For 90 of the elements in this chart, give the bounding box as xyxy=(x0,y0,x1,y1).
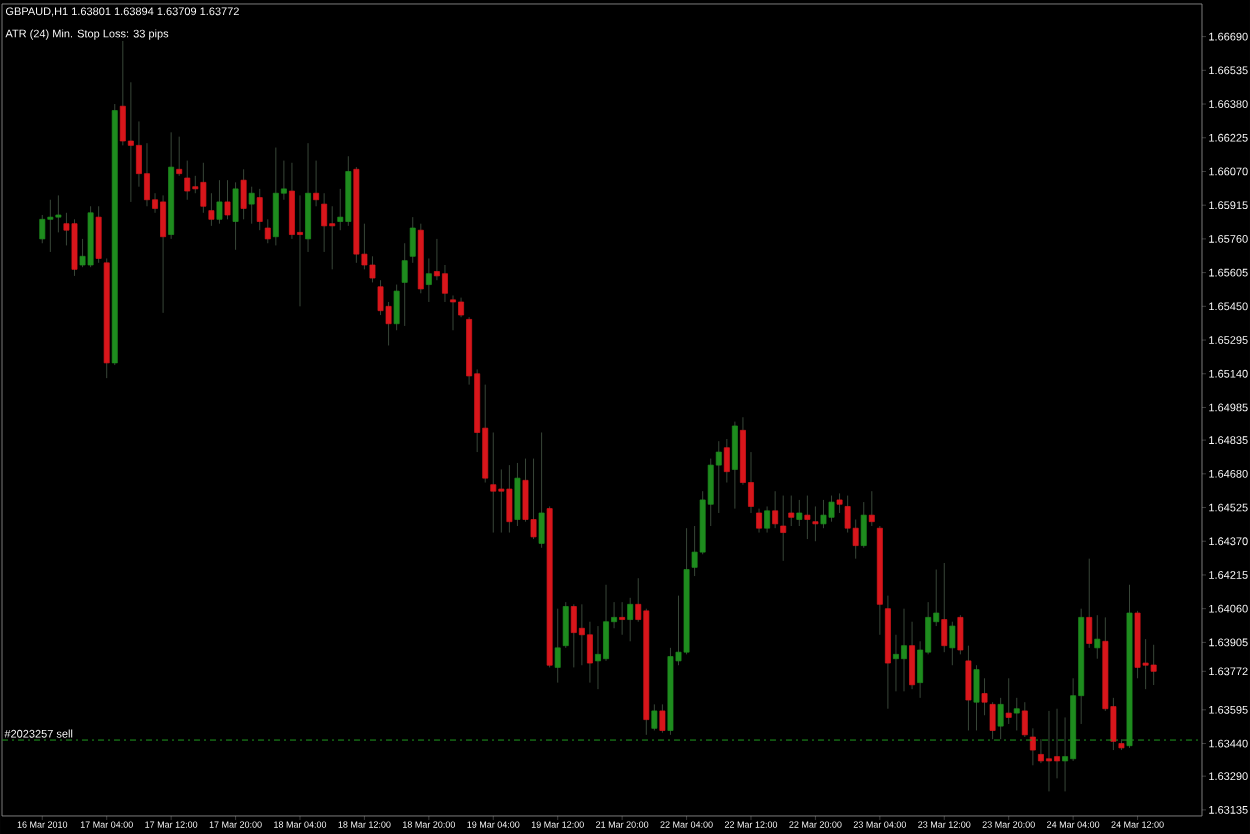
candlestick xyxy=(514,462,521,527)
candlestick xyxy=(256,188,263,231)
candlestick xyxy=(989,701,996,740)
candlestick xyxy=(756,508,762,533)
candlestick xyxy=(200,162,207,214)
candlestick xyxy=(71,218,78,277)
candlestick xyxy=(458,297,464,318)
candlestick xyxy=(578,603,585,666)
candlestick xyxy=(812,506,819,542)
candlestick xyxy=(997,697,1004,740)
candlestick xyxy=(764,506,771,533)
candlestick xyxy=(95,205,102,264)
candlestick xyxy=(868,490,875,527)
candlestick xyxy=(305,142,311,253)
candlestick xyxy=(804,495,811,540)
candlestick xyxy=(409,216,416,264)
candlestick xyxy=(442,264,448,303)
candlestick xyxy=(651,703,658,731)
candlestick xyxy=(224,179,231,220)
candlestick xyxy=(160,194,167,314)
candlestick xyxy=(554,608,561,684)
candlestick xyxy=(208,192,215,227)
candlestick xyxy=(820,499,827,529)
candlestick xyxy=(595,625,601,690)
candlestick xyxy=(530,458,537,540)
candlestick xyxy=(627,597,634,642)
candlestick xyxy=(144,142,150,207)
candlestick xyxy=(562,601,569,649)
candlestick xyxy=(1046,710,1052,792)
candlestick xyxy=(1013,697,1020,731)
candlestick xyxy=(723,438,730,483)
candlestick xyxy=(321,192,328,253)
candlestick xyxy=(289,162,295,240)
candlestick xyxy=(1029,727,1036,766)
candlestick xyxy=(965,645,972,731)
candlestick xyxy=(127,81,134,203)
candlestick xyxy=(248,186,255,225)
candlestick xyxy=(619,601,626,636)
candlestick xyxy=(731,421,738,510)
candlestick xyxy=(772,490,779,529)
candlestick xyxy=(401,242,408,327)
candlestick xyxy=(587,621,593,684)
candlestick xyxy=(941,562,948,653)
candlestick xyxy=(538,432,545,549)
candlestick xyxy=(39,214,46,244)
candlestick xyxy=(498,469,505,533)
candlestick xyxy=(1054,708,1060,779)
candlestick xyxy=(369,255,376,283)
candlestick xyxy=(860,501,867,549)
candlestick xyxy=(909,621,915,690)
candlestick xyxy=(119,40,126,146)
candlestick xyxy=(570,603,577,668)
candlestick xyxy=(981,677,988,716)
candlestick xyxy=(715,440,722,514)
candlestick xyxy=(949,621,956,666)
candlestick xyxy=(393,284,400,331)
candlestick xyxy=(1086,558,1093,649)
candlestick xyxy=(1038,738,1044,764)
candlestick xyxy=(55,194,62,233)
candlestick xyxy=(184,160,191,201)
candlestick xyxy=(240,168,247,220)
candlestick xyxy=(1005,677,1012,725)
candlestick xyxy=(47,199,54,253)
candlestick xyxy=(264,218,271,244)
candlestick xyxy=(893,634,899,692)
candlestick xyxy=(425,258,432,303)
candlestick xyxy=(1150,644,1157,686)
candlestick xyxy=(901,608,907,692)
candlestick xyxy=(272,147,279,246)
candlestick xyxy=(796,499,803,527)
candlestick xyxy=(329,205,336,270)
candlestick xyxy=(506,464,513,533)
candlestick xyxy=(828,495,835,523)
candlestick xyxy=(788,495,795,527)
candlestick xyxy=(490,432,497,533)
candlestick xyxy=(836,492,843,514)
candlestick xyxy=(216,179,223,225)
candlestick xyxy=(313,160,320,207)
candlestick xyxy=(377,279,384,316)
candlestick xyxy=(1094,614,1101,660)
candlestick xyxy=(957,614,964,655)
candlestick xyxy=(603,584,609,662)
candlestick xyxy=(780,495,787,562)
candlestick xyxy=(659,703,666,734)
candlestick xyxy=(450,295,456,331)
candlestick xyxy=(973,664,980,731)
candlestick xyxy=(297,194,303,307)
candlestick xyxy=(1021,701,1028,738)
candlestick xyxy=(176,136,183,177)
candlestick xyxy=(232,181,239,251)
